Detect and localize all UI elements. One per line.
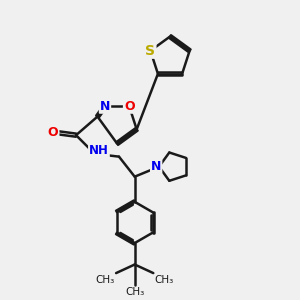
Text: O: O (48, 126, 58, 139)
Text: CH₃: CH₃ (125, 287, 144, 297)
Text: CH₃: CH₃ (155, 274, 174, 284)
Text: CH₃: CH₃ (95, 274, 115, 284)
Text: O: O (124, 100, 134, 113)
Text: N: N (151, 160, 161, 173)
Text: S: S (146, 44, 155, 58)
Text: N: N (100, 100, 110, 113)
Text: NH: NH (89, 144, 109, 157)
